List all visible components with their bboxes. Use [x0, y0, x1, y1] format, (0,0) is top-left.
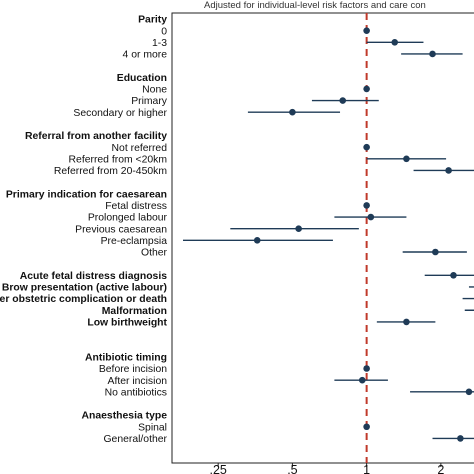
row-label: Fetal distress	[105, 201, 167, 212]
x-tick-label: 1	[363, 463, 370, 474]
point-estimate	[367, 213, 375, 221]
row-label: 1-3	[152, 38, 167, 49]
row-header-label: Other obstetric complication or death	[0, 294, 167, 305]
point-estimates	[253, 27, 473, 442]
row-header-label: Acute fetal distress diagnosis	[20, 271, 167, 282]
row-header-label: Antibiotic timing	[85, 352, 167, 363]
point-estimate	[253, 237, 261, 244]
point-estimate	[289, 108, 296, 116]
point-estimate	[339, 97, 347, 104]
row-header-label: Referral from another facility	[25, 131, 167, 142]
row-header-label: Parity	[138, 15, 167, 26]
row-label: Spinal	[138, 422, 167, 433]
point-estimate	[363, 365, 370, 372]
confidence-intervals	[183, 41, 474, 440]
point-estimate	[391, 39, 399, 46]
plot-frame	[171, 12, 474, 464]
point-estimate	[429, 50, 436, 58]
chart-subtitle: Adjusted for individual-level risk facto…	[204, 0, 426, 11]
x-tick-label: 2	[437, 463, 444, 474]
row-header-label: Brow presentation (active labour)	[2, 283, 167, 294]
row-header-label: Malformation	[102, 306, 167, 317]
row-label: 4 or more	[123, 50, 168, 61]
point-estimate	[403, 155, 410, 163]
x-tick-label: .5	[287, 463, 297, 474]
point-estimate	[403, 318, 410, 326]
point-estimate	[432, 248, 439, 256]
point-estimate	[363, 202, 370, 209]
row-header-label: Primary indication for caesarean	[6, 189, 167, 200]
point-estimate	[445, 167, 452, 174]
row-label: Primary	[131, 96, 168, 107]
x-tick-label: .25	[209, 463, 226, 474]
row-label: 0	[161, 26, 167, 37]
row-label: Other	[141, 248, 168, 259]
row-label: Pre-eclampsia	[101, 236, 168, 247]
row-header-label: Education	[117, 73, 167, 84]
point-estimate	[358, 376, 366, 384]
point-estimate	[363, 143, 370, 151]
row-header-label: Anaesthesia type	[82, 411, 168, 422]
point-estimate	[363, 27, 370, 34]
point-estimate	[457, 435, 464, 442]
x-axis-ticks: .25 .5 1 2	[209, 463, 444, 474]
row-label: Not referred	[112, 143, 168, 154]
row-label: Before incision	[99, 364, 167, 375]
row-label: Referred from <20km	[69, 154, 167, 165]
point-estimate	[465, 388, 473, 396]
row-label: Referred from 20-450km	[54, 166, 167, 177]
row-label: Previous caesarean	[75, 224, 167, 235]
row-label: None	[142, 85, 167, 96]
row-header-label: Low birthweight	[87, 318, 167, 329]
row-label: Prolonged labour	[88, 213, 168, 224]
point-estimate	[363, 423, 370, 431]
row-label: After incision	[108, 376, 168, 387]
row-label: General/other	[103, 434, 167, 445]
row-label: Secondary or higher	[73, 108, 167, 119]
row-label: No antibiotics	[105, 387, 167, 398]
point-estimate	[363, 85, 370, 93]
point-estimate	[450, 272, 457, 279]
point-estimate	[295, 225, 302, 232]
